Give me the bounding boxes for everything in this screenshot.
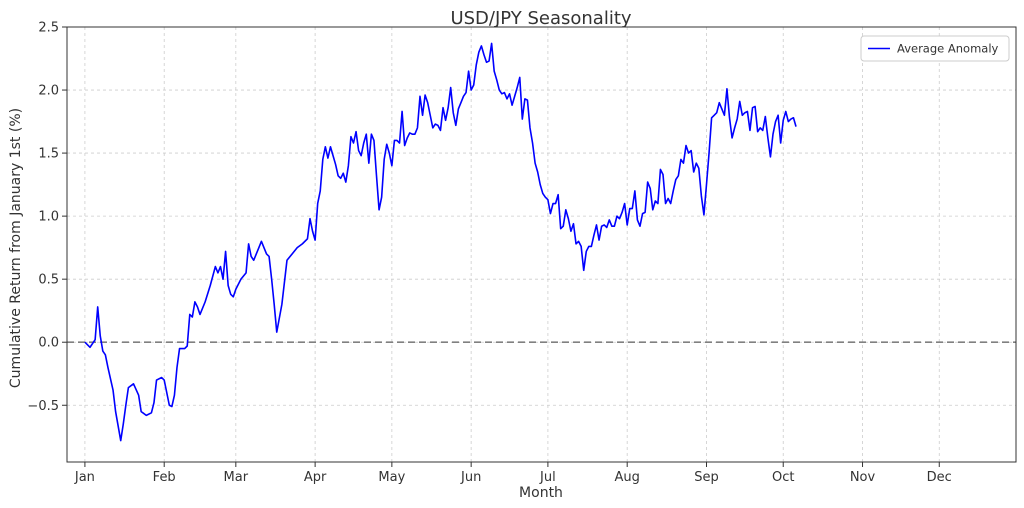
legend-label: Average Anomaly (897, 42, 999, 56)
y-gridlines (67, 26, 1016, 406)
plot-frame (66, 26, 1017, 463)
series-line-average-anomaly (84, 42, 797, 442)
x-axis-ticks: Jan Feb Mar Apr May Jun Jul Aug Sep Oct Nov Dec (74, 462, 952, 485)
y-tick-label: 0.0 (38, 336, 59, 351)
x-tick-label: Apr (304, 470, 327, 485)
x-tick-label: May (378, 470, 405, 485)
y-tick-label: 2.5 (38, 21, 59, 36)
y-tick-label: 2.0 (38, 84, 59, 99)
y-tick-label: −0.5 (27, 399, 59, 414)
x-tick-label: Nov (850, 470, 876, 485)
x-tick-label: Dec (927, 470, 952, 485)
x-tick-label: Aug (614, 470, 639, 485)
y-tick-label: 1.5 (38, 147, 59, 162)
x-gridlines (84, 27, 940, 462)
x-tick-label: Feb (153, 470, 176, 485)
x-axis-label: Month (519, 485, 563, 501)
x-tick-label: Sep (694, 470, 719, 485)
y-axis-label: Cumulative Return from January 1st (%) (8, 108, 24, 388)
x-tick-label: Jul (539, 470, 556, 485)
x-tick-label: Oct (772, 470, 794, 485)
chart-title: USD/JPY Seasonality (450, 8, 631, 29)
y-tick-label: 0.5 (38, 273, 59, 288)
y-tick-label: 1.0 (38, 210, 59, 225)
legend: Average Anomaly (860, 35, 1010, 62)
x-tick-label: Jan (74, 470, 95, 485)
x-tick-label: Jun (460, 470, 481, 485)
y-axis-ticks: −0.5 0.0 0.5 1.0 1.5 2.0 2.5 (27, 21, 67, 414)
x-tick-label: Mar (224, 470, 249, 485)
legend-box (860, 35, 1010, 62)
